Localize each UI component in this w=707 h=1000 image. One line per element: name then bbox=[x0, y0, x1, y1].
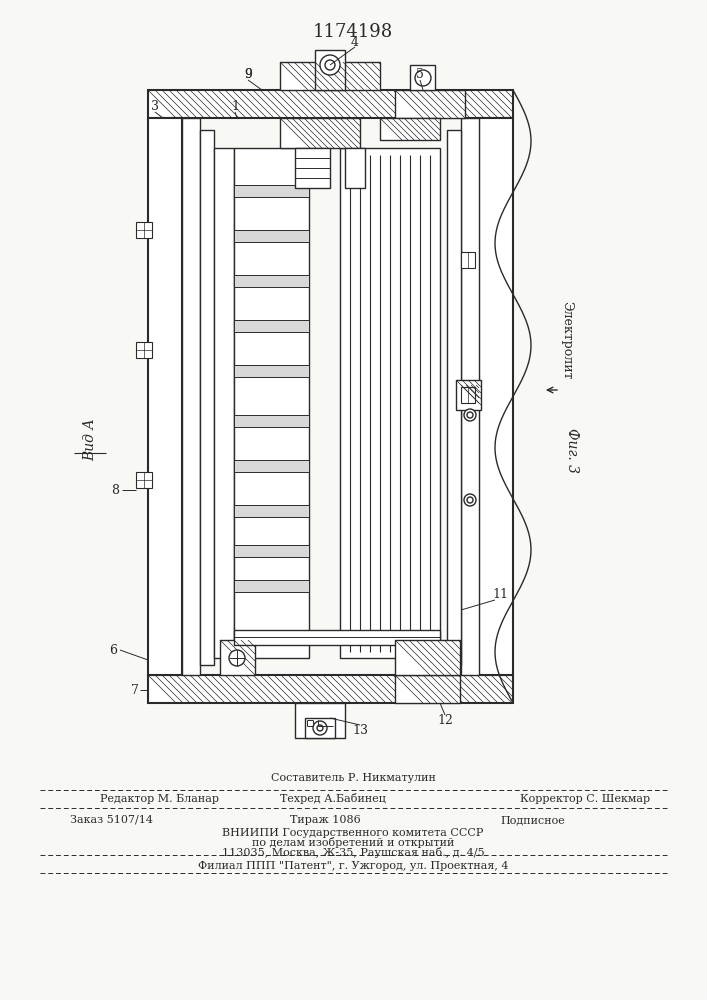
Text: 7: 7 bbox=[131, 684, 139, 696]
Circle shape bbox=[320, 55, 340, 75]
Circle shape bbox=[464, 494, 476, 506]
Bar bbox=[234, 545, 309, 557]
Circle shape bbox=[467, 497, 473, 503]
Bar bbox=[182, 118, 200, 675]
Bar bbox=[234, 365, 309, 377]
Bar bbox=[200, 130, 214, 665]
Bar bbox=[295, 148, 330, 188]
Bar bbox=[280, 62, 380, 90]
Bar bbox=[280, 118, 360, 148]
Bar bbox=[214, 148, 234, 658]
Bar bbox=[479, 118, 513, 675]
Bar bbox=[136, 472, 152, 488]
Circle shape bbox=[325, 60, 335, 70]
Text: Тираж 1086: Тираж 1086 bbox=[290, 815, 361, 825]
Bar bbox=[234, 505, 309, 517]
Text: Филиал ППП "Патент", г. Ужгород, ул. Проектная, 4: Филиал ППП "Патент", г. Ужгород, ул. Про… bbox=[198, 861, 508, 871]
Bar bbox=[234, 185, 309, 197]
Text: 11: 11 bbox=[492, 588, 508, 601]
Bar bbox=[148, 118, 182, 675]
Bar bbox=[295, 703, 345, 738]
Text: 4: 4 bbox=[351, 35, 359, 48]
Bar bbox=[136, 222, 152, 238]
Text: Корректор С. Шекмар: Корректор С. Шекмар bbox=[520, 794, 650, 804]
Bar bbox=[345, 148, 365, 188]
Text: Техред А.Бабинец: Техред А.Бабинец bbox=[280, 794, 386, 804]
Bar bbox=[456, 380, 481, 410]
Text: 113035, Москва, Ж-35, Раушская наб., д. 4/5: 113035, Москва, Ж-35, Раушская наб., д. … bbox=[222, 848, 484, 858]
Bar bbox=[380, 118, 440, 140]
Bar bbox=[220, 640, 255, 675]
Bar bbox=[340, 148, 440, 658]
Bar bbox=[315, 50, 345, 90]
Text: Составитель Р. Никматулин: Составитель Р. Никматулин bbox=[271, 773, 436, 783]
Bar bbox=[395, 675, 460, 703]
Bar bbox=[461, 118, 479, 675]
Text: 6: 6 bbox=[109, 644, 117, 656]
Circle shape bbox=[415, 70, 431, 86]
Text: 5: 5 bbox=[416, 68, 424, 81]
Text: по делам изобретений и открытий: по делам изобретений и открытий bbox=[252, 838, 454, 848]
Bar bbox=[395, 640, 460, 675]
Circle shape bbox=[229, 650, 245, 666]
Circle shape bbox=[467, 412, 473, 418]
Bar bbox=[447, 130, 461, 665]
Bar bbox=[410, 65, 435, 90]
Bar bbox=[234, 415, 309, 427]
Text: 3: 3 bbox=[151, 101, 159, 113]
Circle shape bbox=[464, 409, 476, 421]
Bar bbox=[305, 718, 335, 738]
Text: Фиг. 3: Фиг. 3 bbox=[565, 428, 579, 473]
Bar bbox=[148, 90, 513, 118]
Bar bbox=[395, 90, 465, 118]
Bar bbox=[461, 387, 475, 403]
Circle shape bbox=[313, 721, 327, 735]
Text: 8: 8 bbox=[111, 484, 119, 496]
Bar bbox=[234, 460, 309, 472]
Bar bbox=[461, 385, 479, 405]
Bar bbox=[234, 630, 440, 645]
Bar bbox=[148, 675, 513, 703]
Bar bbox=[234, 580, 309, 592]
Bar bbox=[234, 148, 309, 658]
Text: Подписное: Подписное bbox=[500, 815, 565, 825]
Text: 1174198: 1174198 bbox=[313, 23, 393, 41]
Bar bbox=[234, 320, 309, 332]
Bar bbox=[234, 230, 309, 242]
Text: 13: 13 bbox=[352, 724, 368, 736]
Text: ВНИИПИ Государственного комитета СССР: ВНИИПИ Государственного комитета СССР bbox=[222, 828, 484, 838]
Text: Вид А: Вид А bbox=[83, 419, 97, 461]
Text: 12: 12 bbox=[437, 714, 453, 726]
Bar bbox=[234, 275, 309, 287]
Text: 9: 9 bbox=[244, 68, 252, 82]
Text: 1: 1 bbox=[231, 101, 239, 113]
Text: Редактор М. Бланар: Редактор М. Бланар bbox=[100, 794, 219, 804]
Bar bbox=[136, 342, 152, 358]
Text: Электролит: Электролит bbox=[561, 301, 573, 379]
Circle shape bbox=[317, 725, 323, 731]
Text: 9: 9 bbox=[244, 68, 252, 82]
Text: Заказ 5107/14: Заказ 5107/14 bbox=[70, 815, 153, 825]
Bar bbox=[461, 252, 475, 268]
